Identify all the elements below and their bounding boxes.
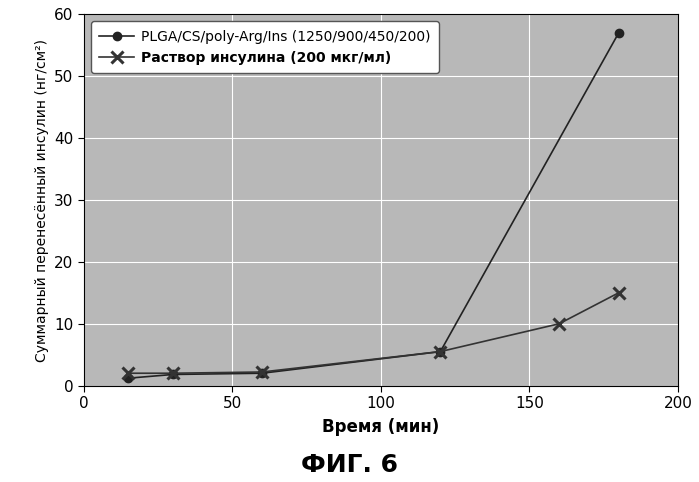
Раствор инсулина (200 мкг/мл)	[436, 348, 445, 354]
PLGA/CS/poly-Arg/Ins (1250/900/450/200)	[436, 348, 445, 354]
PLGA/CS/poly-Arg/Ins (1250/900/450/200)	[124, 375, 133, 381]
Line: Раствор инсулина (200 мкг/мл): Раствор инсулина (200 мкг/мл)	[122, 287, 625, 379]
PLGA/CS/poly-Arg/Ins (1250/900/450/200)	[169, 372, 178, 377]
PLGA/CS/poly-Arg/Ins (1250/900/450/200)	[614, 30, 623, 36]
PLGA/CS/poly-Arg/Ins (1250/900/450/200)	[258, 370, 266, 376]
Line: PLGA/CS/poly-Arg/Ins (1250/900/450/200): PLGA/CS/poly-Arg/Ins (1250/900/450/200)	[124, 29, 623, 382]
X-axis label: Время (мин): Время (мин)	[322, 418, 440, 436]
Раствор инсулина (200 мкг/мл)	[614, 290, 623, 296]
Text: ФИГ. 6: ФИГ. 6	[301, 453, 398, 477]
Y-axis label: Суммарный перенесённый инсулин (нг/см²): Суммарный перенесённый инсулин (нг/см²)	[34, 39, 48, 362]
Раствор инсулина (200 мкг/мл)	[555, 321, 563, 327]
Раствор инсулина (200 мкг/мл)	[258, 369, 266, 375]
Legend: PLGA/CS/poly-Arg/Ins (1250/900/450/200), Раствор инсулина (200 мкг/мл): PLGA/CS/poly-Arg/Ins (1250/900/450/200),…	[91, 21, 439, 73]
Раствор инсулина (200 мкг/мл)	[169, 370, 178, 376]
Раствор инсулина (200 мкг/мл)	[124, 370, 133, 376]
